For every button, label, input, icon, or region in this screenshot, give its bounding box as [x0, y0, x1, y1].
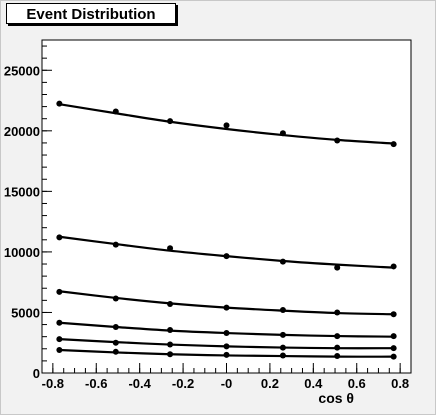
x-tick-label: -0.4 [128, 376, 151, 391]
y-tick-label: 0 [33, 366, 40, 381]
x-tick-label: 0.2 [261, 376, 279, 391]
series-5-point [279, 344, 286, 351]
series-1-point [334, 137, 341, 144]
series-2-point [167, 245, 174, 252]
x-tick-label: 0.6 [348, 376, 366, 391]
series-4-point [112, 323, 119, 330]
series-1-point [279, 130, 286, 137]
y-tick-label: 15000 [4, 184, 40, 199]
series-6-point [56, 346, 63, 353]
series-1-point [167, 118, 174, 125]
axes: -0.8 -0.6 -0.4 -0.2 -0 0.2 0.4 0.6 0.8 0 5000 10000… [4, 45, 412, 391]
series-4-point [390, 333, 397, 340]
series-2-point [56, 234, 63, 241]
x-tick-label: -0.6 [85, 376, 107, 391]
y-tick-label: 10000 [4, 245, 40, 260]
series-5-point [56, 336, 63, 343]
x-tick-label: 0.4 [304, 376, 323, 391]
series-1-point [390, 141, 397, 148]
data-points [56, 100, 397, 360]
series-3-point [112, 295, 119, 302]
series-4-point [56, 319, 63, 326]
series-2-point [279, 258, 286, 265]
series-2-point [223, 253, 230, 260]
series-5-point [167, 341, 174, 348]
x-tick-label: -0 [221, 376, 233, 391]
y-tick-label: 20000 [4, 124, 40, 139]
series-3-point [390, 311, 397, 318]
series-6-point [390, 353, 397, 360]
series-5-point [334, 344, 341, 351]
y-tick-label: 25000 [4, 63, 40, 78]
series-6-point [279, 352, 286, 359]
series-6-point [334, 353, 341, 360]
series-4-point [167, 327, 174, 334]
series-4-point [279, 331, 286, 338]
series-1-point [112, 108, 119, 115]
series-4-point [334, 333, 341, 340]
series-6-point [223, 351, 230, 358]
series-6-point [112, 348, 119, 355]
plot-area [41, 39, 412, 374]
series-5-point [112, 339, 119, 346]
series-2-point [334, 264, 341, 271]
series-1-point [223, 122, 230, 129]
series-3-point [223, 304, 230, 311]
series-3-point [334, 309, 341, 316]
series-1-point [56, 100, 63, 107]
series-2-point [112, 241, 119, 248]
series-3-point [279, 307, 286, 314]
x-tick-label: -0.2 [172, 376, 194, 391]
series-2-point [390, 263, 397, 270]
x-axis-label: cos θ [318, 390, 354, 406]
series-4-point [223, 330, 230, 337]
y-tick-label: 5000 [11, 305, 40, 320]
series-3-point [167, 300, 174, 307]
x-tick-label: -0.8 [42, 376, 64, 391]
series-5-point [390, 345, 397, 352]
x-tick-label: 0.8 [391, 376, 409, 391]
series-6-point [167, 351, 174, 358]
series-3-point [56, 288, 63, 295]
series-5-point [223, 343, 230, 350]
chart-title: Event Distribution [6, 3, 176, 24]
